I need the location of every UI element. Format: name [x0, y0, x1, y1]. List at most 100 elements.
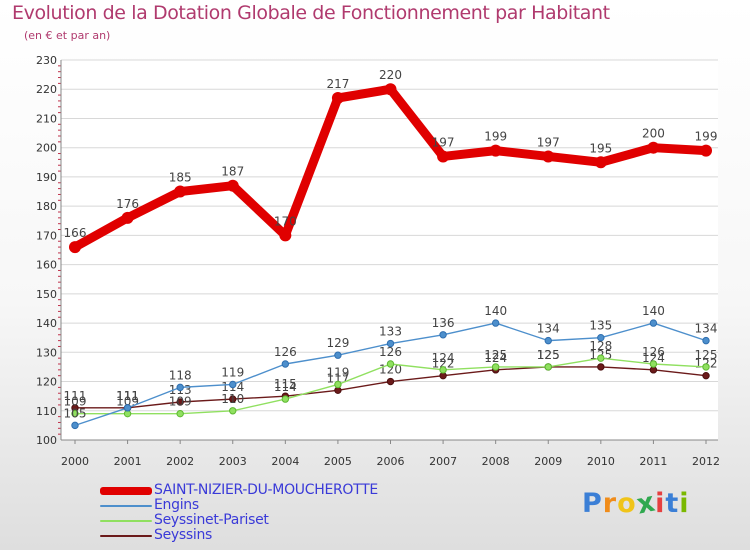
- data-point: [489, 144, 502, 157]
- data-label: 129: [326, 336, 349, 350]
- data-point: [700, 144, 712, 157]
- data-point: [544, 336, 552, 345]
- data-point: [334, 380, 342, 389]
- data-point: [439, 331, 447, 339]
- legend-label: Engins: [154, 497, 199, 513]
- data-label: 111: [116, 389, 139, 403]
- data-point: [649, 360, 658, 368]
- data-label: 176: [116, 197, 139, 211]
- data-label: 170: [274, 214, 297, 228]
- data-point: [491, 319, 500, 327]
- data-label: 115: [274, 377, 297, 391]
- logo-letter: t: [665, 488, 680, 519]
- data-point: [176, 383, 184, 392]
- x-tick-label: 2012: [692, 455, 720, 468]
- legend: SAINT-NIZIER-DU-MOUCHEROTTE Engins Seyss…: [100, 482, 480, 544]
- chart-title: Evolution de la Dotation Globale de Fonc…: [12, 2, 610, 24]
- data-point: [594, 156, 607, 169]
- data-point: [647, 141, 660, 154]
- legend-item-saint-nizier: SAINT-NIZIER-DU-MOUCHEROTTE: [100, 482, 480, 499]
- data-point: [71, 409, 79, 418]
- data-label: 119: [326, 365, 349, 379]
- data-point: [176, 409, 184, 418]
- data-point: [229, 395, 237, 403]
- data-label: 133: [379, 325, 402, 339]
- x-tick-label: 2000: [61, 455, 89, 468]
- y-tick-label: 160: [36, 259, 57, 272]
- logo-letter: r: [602, 488, 618, 519]
- data-label: 105: [64, 406, 87, 420]
- data-label: 126: [274, 345, 297, 359]
- legend-swatch: [100, 535, 152, 537]
- x-tick-label: 2003: [219, 455, 247, 468]
- logo-letter: o: [617, 488, 637, 519]
- data-label: 125: [537, 348, 560, 362]
- data-label: 140: [642, 304, 665, 318]
- data-point: [334, 351, 342, 359]
- data-point: [597, 333, 605, 342]
- plot-area: [61, 60, 718, 440]
- data-point: [702, 371, 710, 380]
- data-label: 199: [484, 130, 507, 144]
- y-tick-label: 140: [36, 317, 57, 330]
- x-tick-label: 2010: [587, 455, 615, 468]
- legend-swatch: [100, 505, 152, 507]
- data-label: 199: [695, 130, 718, 144]
- data-point: [437, 150, 450, 163]
- x-tick-label: 2008: [482, 455, 510, 468]
- legend-label: Seyssins: [154, 527, 213, 543]
- data-point: [229, 380, 237, 389]
- x-tick-label: 2006: [377, 455, 405, 468]
- data-point: [386, 377, 395, 386]
- data-point: [279, 229, 292, 242]
- data-point: [176, 398, 184, 406]
- legend-swatch: [100, 520, 152, 522]
- data-point: [544, 363, 552, 371]
- y-tick-label: 120: [36, 376, 57, 389]
- data-label: 124: [642, 351, 665, 365]
- data-point: [123, 404, 132, 412]
- data-label: 124: [432, 351, 455, 365]
- y-tick-label: 170: [36, 229, 57, 242]
- data-label: 114: [274, 380, 297, 394]
- data-label: 111: [116, 389, 139, 403]
- data-point: [597, 354, 605, 362]
- data-label: 126: [642, 345, 665, 359]
- data-label: 217: [326, 77, 349, 91]
- data-label: 124: [484, 351, 507, 365]
- data-label: 140: [484, 304, 507, 318]
- chart-subtitle: (en € et par an): [24, 29, 111, 42]
- data-point: [597, 363, 605, 371]
- data-label: 200: [642, 127, 665, 141]
- legend-item-seyssins: Seyssins: [100, 527, 480, 544]
- data-label: 125: [695, 348, 718, 362]
- logo-letter: i: [679, 488, 690, 519]
- data-point: [69, 241, 81, 254]
- y-tick-label: 190: [36, 171, 57, 184]
- legend-item-seyssinet-pariset: Seyssinet-Pariset: [100, 512, 480, 529]
- data-label: 134: [695, 322, 718, 336]
- y-tick-label: 110: [36, 405, 57, 418]
- series-saint-nizier-du-moucherotte: 166 176 185 187 170 217 220 197 199 197 195 200 199: [64, 68, 718, 254]
- data-label: 187: [221, 165, 244, 179]
- x-tick-label: 2011: [639, 455, 667, 468]
- series-engins: 105 111 118 119 126 129 133 136 140 134 135 140 134: [64, 304, 718, 430]
- legend-item-engins: Engins: [100, 497, 480, 514]
- y-tick-label: 210: [36, 112, 57, 125]
- data-label: 109: [169, 395, 192, 409]
- data-point: [542, 150, 555, 163]
- data-point: [281, 395, 290, 403]
- data-label: 166: [64, 226, 87, 240]
- data-point: [386, 360, 395, 368]
- data-point: [331, 92, 344, 104]
- legend-swatch: [100, 487, 152, 495]
- data-point: [702, 363, 710, 371]
- data-label: 135: [589, 319, 612, 333]
- data-label: 119: [221, 365, 244, 379]
- data-point: [491, 363, 500, 371]
- y-tick-label: 220: [36, 83, 57, 96]
- y-tick-label: 180: [36, 200, 57, 213]
- data-point: [174, 185, 187, 198]
